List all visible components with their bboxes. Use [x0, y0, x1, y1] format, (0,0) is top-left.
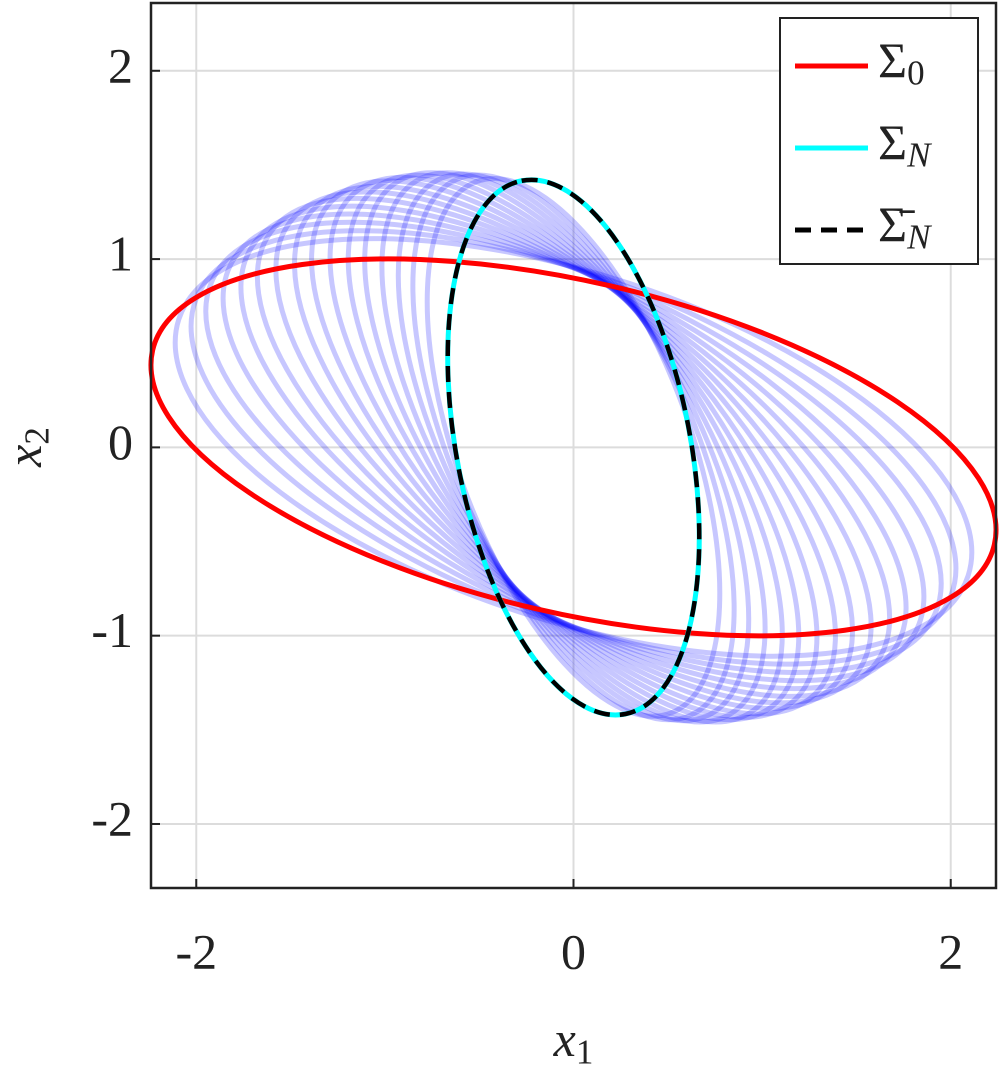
x-axis-label: x1 [553, 1011, 594, 1071]
legend-label: Σ0 [878, 32, 925, 92]
x-tick-label: 0 [561, 923, 586, 979]
y-tick-label: -1 [91, 602, 133, 658]
y-axis-label: x2 [0, 427, 57, 468]
y-tick-label: 2 [108, 37, 133, 93]
axes-box [149, 1, 998, 890]
ensemble-ellipse [172, 236, 975, 659]
ensemble-ellipse [362, 170, 785, 725]
ensemble-ellipse [395, 171, 752, 724]
legend-box [779, 17, 979, 265]
ensemble-ellipse [254, 195, 893, 699]
legend-label: ΣN [878, 114, 932, 174]
series-ellipse [148, 256, 999, 639]
y-tick-label: -2 [91, 790, 133, 846]
x-tick-label: -2 [175, 923, 217, 979]
ensemble-ellipse [273, 189, 874, 706]
x-tick-label: 2 [938, 923, 963, 979]
ensemble-ellipse [292, 183, 855, 711]
ensemble-ellipse [203, 219, 944, 675]
legend-label: Σ̄N [878, 196, 932, 256]
y-tick-label: 1 [108, 226, 133, 282]
series-ellipse [445, 177, 702, 718]
y-tick-label: 0 [108, 414, 133, 470]
ensemble-ellipse [379, 170, 768, 725]
ensemble-ellipse [309, 178, 838, 717]
ensemble-ellipse [327, 174, 820, 720]
ensemble-ellipse [345, 172, 802, 723]
